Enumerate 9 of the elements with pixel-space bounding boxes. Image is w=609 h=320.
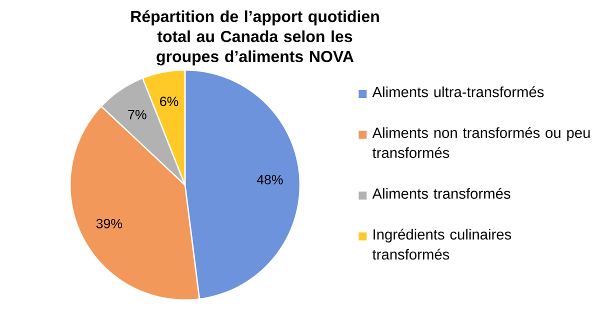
legend-label: Ingrédients culinaires transformés	[372, 228, 512, 260]
data-label: 39%	[96, 218, 122, 228]
legend-label: Aliments ultra-transformés	[372, 86, 544, 98]
legend-label: Aliments non transformés ou peu transformés	[372, 127, 590, 158]
data-label: 6%	[160, 96, 178, 106]
data-label: 48%	[256, 174, 283, 184]
chart-title: Répartition de l’apport quotidien total au Canada selon les groupes d’aliments NOVA	[131, 10, 379, 66]
data-label: 7%	[128, 110, 146, 120]
legend-label: Aliments transformés	[372, 188, 510, 199]
